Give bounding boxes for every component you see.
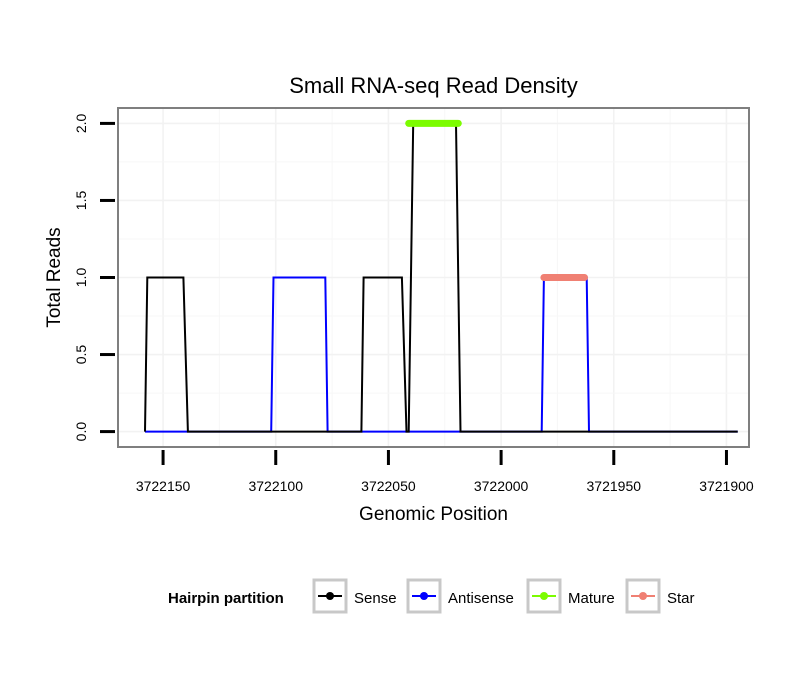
legend-label-mature: Mature [568, 590, 615, 607]
series-layer [144, 119, 738, 433]
legend-key-point-star [639, 592, 647, 600]
x-tick-label: 3722000 [474, 478, 529, 494]
x-tick-label: 3722150 [136, 478, 191, 494]
y-tick-label: 0.0 [73, 422, 89, 442]
x-tick-label: 3721950 [587, 478, 642, 494]
x-axis-title: Genomic Position [359, 504, 508, 525]
chart-title: Small RNA-seq Read Density [289, 73, 578, 98]
grid-lines [118, 108, 749, 447]
legend-label-antisense: Antisense [448, 590, 514, 607]
y-tick-label: 2.0 [73, 113, 89, 133]
x-tick-label: 3722050 [361, 478, 416, 494]
y-axis: 0.0 0.5 1.0 1.5 2.0 [73, 113, 115, 441]
x-axis: 3722150 3722100 3722050 3722000 3721950 37219… [136, 450, 754, 494]
y-tick-label: 0.5 [73, 345, 89, 365]
legend-key-point-sense [326, 592, 334, 600]
x-tick-label: 3721900 [699, 478, 754, 494]
legend-key-point-mature [540, 592, 548, 600]
legend-title: Hairpin partition [168, 590, 284, 607]
legend: Hairpin partition Sense Antisense Mature St… [168, 578, 695, 614]
legend-key-point-antisense [420, 592, 428, 600]
x-tick-label: 3722100 [248, 478, 303, 494]
plot-border [117, 107, 750, 448]
legend-label-sense: Sense [354, 590, 397, 607]
y-axis-title: Total Reads [44, 227, 65, 327]
y-tick-label: 1.0 [73, 268, 89, 288]
y-tick-label: 1.5 [73, 191, 89, 211]
series-sense-line [144, 122, 738, 433]
legend-label-star: Star [667, 590, 695, 607]
